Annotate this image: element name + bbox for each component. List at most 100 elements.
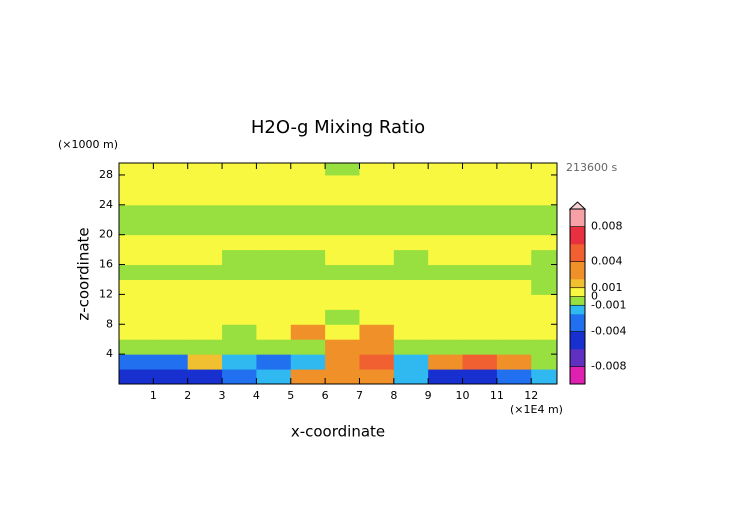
colorbar-swatch (570, 214, 585, 217)
contour-cell (187, 294, 223, 310)
contour-cell (462, 249, 498, 266)
contour-cell (428, 189, 464, 206)
contour-cell (256, 264, 292, 280)
colorbar-swatch (570, 324, 585, 327)
y-tick-label: 4 (106, 347, 113, 360)
contour-cell (256, 339, 292, 355)
colorbar-swatch (570, 256, 585, 259)
contour-cell (119, 163, 154, 176)
x-tick-label: 9 (425, 389, 432, 402)
colorbar-swatch (570, 343, 585, 346)
colorbar-swatch (570, 270, 585, 273)
contour-cell (119, 234, 154, 251)
contour-cell (290, 163, 326, 176)
contour-cell (256, 279, 292, 295)
contour-cell (153, 324, 189, 340)
contour-cell (496, 219, 532, 236)
contour-cell (428, 279, 464, 295)
contour-cell (325, 369, 360, 385)
colorbar-swatch (570, 277, 585, 280)
contour-cell (222, 174, 257, 191)
contour-cell (496, 249, 532, 266)
colorbar-swatch (570, 209, 585, 212)
contour-cell (428, 369, 464, 385)
contour-cell (428, 219, 464, 236)
y-unit: (×1000 m) (58, 138, 118, 151)
contour-cell (531, 204, 558, 221)
contour-cell (531, 163, 558, 176)
contour-cell (290, 249, 326, 266)
contour-cell (290, 279, 326, 295)
contour-cell (153, 354, 189, 370)
colorbar-swatch (570, 301, 585, 304)
contour-cell (325, 189, 360, 206)
contour-cell (119, 204, 154, 221)
contour-cell (359, 354, 395, 370)
colorbar-swatch (570, 251, 585, 254)
contour-cell (428, 163, 464, 176)
contour-cell (222, 219, 257, 236)
contour-cell (359, 189, 395, 206)
contour-cell (256, 354, 292, 370)
x-tick-label: 5 (287, 389, 294, 402)
contour-cell (462, 174, 498, 191)
contour-cell (119, 294, 154, 310)
contour-cell (393, 174, 429, 191)
colorbar-swatch (570, 258, 585, 261)
contour-cell (119, 309, 154, 325)
contour-cell (222, 264, 257, 280)
contour-cell (290, 294, 326, 310)
colorbar-swatch (570, 247, 585, 250)
colorbar-tick-label: -0.004 (591, 325, 626, 338)
contour-cell (187, 174, 223, 191)
colorbar-swatch (570, 361, 585, 364)
colorbar-swatch (570, 244, 585, 247)
colorbar-swatch (570, 289, 585, 292)
colorbar-swatch (570, 294, 585, 297)
colorbar-swatch (570, 366, 585, 369)
contour-cell (359, 163, 395, 176)
contour-cell (153, 219, 189, 236)
contour-cell (119, 249, 154, 266)
colorbar-swatch (570, 321, 585, 324)
contour-cell (496, 324, 532, 340)
colorbar-swatch (570, 275, 585, 278)
contour-cell (462, 354, 498, 370)
colorbar-swatch (570, 314, 585, 317)
colorbar-swatch (570, 296, 585, 299)
colorbar-swatch (570, 240, 585, 243)
contour-cell (153, 279, 189, 295)
colorbar-swatch (570, 254, 585, 257)
contour-cell (256, 294, 292, 310)
contour-cell (393, 249, 429, 266)
contour-cell (187, 219, 223, 236)
contour-cell (187, 324, 223, 340)
colorbar-swatch (570, 371, 585, 374)
colorbar-swatch (570, 326, 585, 329)
contour-cell (222, 369, 257, 385)
colorbar-swatch (570, 352, 585, 355)
contour-cell (393, 264, 429, 280)
contour-cell (325, 339, 360, 355)
colorbar-swatch (570, 375, 585, 378)
colorbar-swatch (570, 347, 585, 350)
colorbar-swatch (570, 217, 585, 220)
colorbar-swatch (570, 350, 585, 353)
colorbar-swatch (570, 377, 585, 380)
colorbar-swatch (570, 363, 585, 366)
colorbar-swatch (570, 224, 585, 227)
contour-cell (222, 204, 257, 221)
colorbar-swatch (570, 282, 585, 285)
colorbar-swatch (570, 329, 585, 332)
contour-cell (119, 189, 154, 206)
contour-cell (462, 339, 498, 355)
contour-cell (462, 234, 498, 251)
contour-cell (222, 309, 257, 325)
contour-cell (393, 309, 429, 325)
contour-cell (496, 204, 532, 221)
contour-cell (256, 174, 292, 191)
colorbar-swatch (570, 373, 585, 376)
contour-cell (531, 219, 558, 236)
contour-cell (256, 324, 292, 340)
contour-cell (222, 354, 257, 370)
